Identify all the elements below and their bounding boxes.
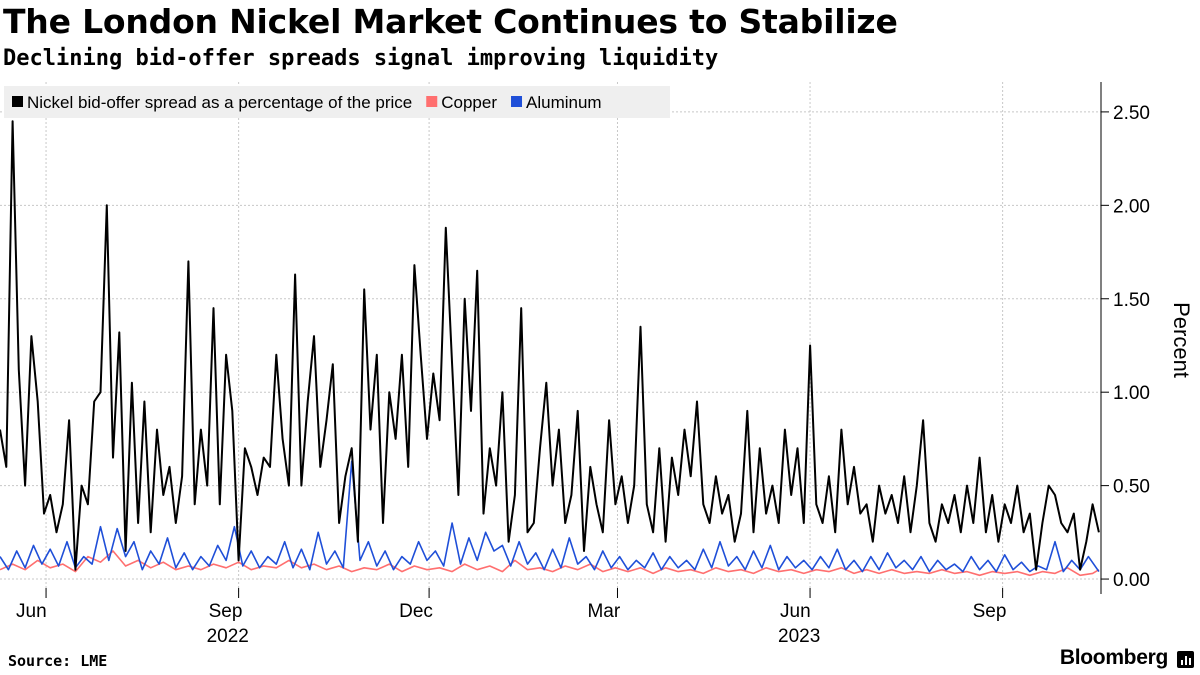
legend: Nickel bid-offer spread as a percentage … xyxy=(4,86,670,118)
x-year-label: 2023 xyxy=(778,626,820,647)
x-tick-label: Jun xyxy=(16,601,47,622)
x-tick-label: Sep xyxy=(209,601,243,622)
x-tick-label: Dec xyxy=(399,601,433,622)
y-axis-title: Percent xyxy=(1169,302,1194,378)
y-tick-label: 0.00 xyxy=(1113,570,1150,591)
bloomberg-terminal-icon xyxy=(1177,651,1194,668)
series-line-aluminum xyxy=(0,460,1100,573)
x-tick-label: Mar xyxy=(587,601,620,622)
x-tick-label: Jun xyxy=(780,601,811,622)
x-tick-label: Sep xyxy=(973,601,1007,622)
y-tick-label: 2.50 xyxy=(1113,103,1150,124)
series-line-nickel xyxy=(0,120,1100,571)
y-tick-label: 0.50 xyxy=(1113,477,1150,498)
legend-label: Nickel bid-offer spread as a percentage … xyxy=(27,93,412,112)
x-year-label: 2022 xyxy=(207,626,249,647)
source-note: Source: LME xyxy=(8,652,108,670)
y-tick-label: 2.00 xyxy=(1113,196,1150,217)
legend-swatch xyxy=(511,96,523,107)
legend-background xyxy=(4,86,670,118)
series-line-copper xyxy=(0,550,1100,577)
page-title: The London Nickel Market Continues to St… xyxy=(3,2,898,41)
brand-logo: Bloomberg xyxy=(1059,646,1168,669)
y-tick-label: 1.50 xyxy=(1113,290,1150,311)
y-tick-label: 1.00 xyxy=(1113,383,1150,404)
page-subtitle: Declining bid-offer spreads signal impro… xyxy=(3,46,719,71)
legend-swatch xyxy=(12,96,23,107)
legend-label: Copper xyxy=(441,93,497,112)
legend-label: Aluminum xyxy=(526,93,602,112)
legend-swatch xyxy=(426,96,438,107)
